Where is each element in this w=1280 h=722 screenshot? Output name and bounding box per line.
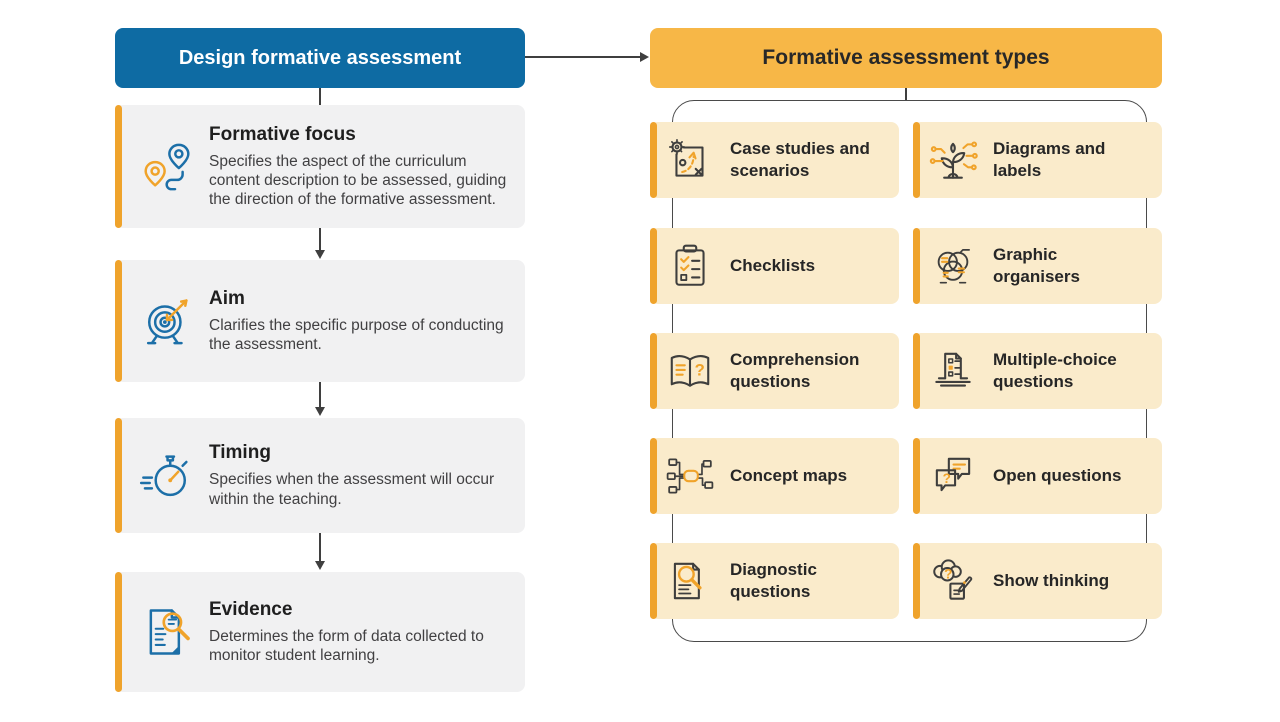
- right-arrowhead-icon: [640, 51, 649, 62]
- step-card-evidence: Evidence Determines the form of data col…: [115, 572, 525, 692]
- type-card-open-questions: ? Open questions: [913, 438, 1162, 514]
- accent-bar: [913, 228, 920, 304]
- left-header-label: Design formative assessment: [178, 46, 462, 69]
- book-question-icon: ?: [670, 355, 710, 387]
- accent-bar: [650, 333, 657, 409]
- type-card-case-studies: Case studies and scenarios: [650, 122, 899, 198]
- step-card-formative-focus: Formative focus Specifies the aspect of …: [115, 105, 525, 228]
- accent-bar: [115, 105, 122, 228]
- header-connector-line: [525, 56, 641, 58]
- plant-labels-icon: [929, 141, 978, 179]
- step-description: Clarifies the specific purpose of conduc…: [209, 316, 504, 353]
- type-label: Checklists: [730, 256, 816, 276]
- step-title: Timing: [209, 442, 271, 464]
- header-to-types-line: [905, 88, 907, 101]
- type-card-comprehension-questions: ? Comprehension questions: [650, 333, 899, 409]
- design-formative-assessment-header: Design formative assessment: [115, 28, 525, 88]
- type-label: Graphic organisers: [993, 245, 1080, 286]
- accent-bar: [650, 438, 657, 514]
- type-label: Diagnostic questions: [730, 560, 817, 601]
- type-card-show-thinking: ? Show thinking: [913, 543, 1162, 619]
- laptop-quiz-icon: [935, 352, 971, 387]
- document-magnifier-icon: [149, 609, 190, 655]
- venn-diagram-icon: [937, 249, 970, 284]
- svg-text:?: ?: [944, 566, 952, 581]
- header-to-step1-line: [319, 88, 321, 105]
- accent-bar: [913, 438, 920, 514]
- type-card-diagrams-labels: Diagrams and labels: [913, 122, 1162, 198]
- magnifier-document-icon: [673, 562, 702, 600]
- step-title: Aim: [209, 287, 245, 309]
- target-dart-icon: [146, 299, 188, 345]
- down-arrowhead-icon: [314, 561, 325, 570]
- svg-text:?: ?: [695, 361, 705, 380]
- accent-bar: [115, 418, 122, 533]
- type-card-concept-maps: Concept maps: [650, 438, 899, 514]
- accent-bar: [115, 260, 122, 382]
- type-card-checklists: Checklists: [650, 228, 899, 304]
- type-label: Show thinking: [993, 571, 1110, 591]
- step-description: Specifies the aspect of the curriculum c…: [209, 152, 507, 209]
- stopwatch-icon: [139, 454, 188, 496]
- map-pins-icon: [144, 143, 190, 190]
- type-label: Case studies and scenarios: [730, 139, 870, 180]
- step3-step4-line: [319, 533, 321, 562]
- strategy-plan-icon: [668, 138, 704, 177]
- accent-bar: [913, 333, 920, 409]
- svg-text:?: ?: [943, 471, 951, 486]
- accent-bar: [913, 543, 920, 619]
- speech-bubbles-question-icon: ?: [935, 457, 971, 492]
- step-card-aim: Aim Clarifies the specific purpose of co…: [115, 260, 525, 382]
- type-label: Comprehension questions: [730, 350, 860, 391]
- type-label: Concept maps: [730, 466, 848, 486]
- accent-bar: [650, 228, 657, 304]
- step-title: Evidence: [209, 598, 293, 620]
- accent-bar: [650, 543, 657, 619]
- type-card-graphic-organisers: Graphic organisers: [913, 228, 1162, 304]
- step-description: Specifies when the assessment will occur…: [209, 471, 495, 508]
- accent-bar: [115, 572, 122, 692]
- type-label: Open questions: [993, 466, 1122, 486]
- accent-bar: [650, 122, 657, 198]
- step2-step3-line: [319, 382, 321, 408]
- step-description: Determines the form of data collected to…: [209, 627, 484, 664]
- step1-step2-line: [319, 228, 321, 251]
- type-label: Diagrams and labels: [993, 139, 1106, 180]
- step-card-timing: Timing Specifies when the assessment wil…: [115, 418, 525, 533]
- step-title: Formative focus: [209, 123, 356, 145]
- accent-bar: [913, 122, 920, 198]
- clipboard-checklist-icon: [675, 244, 705, 286]
- type-label: Multiple-choice questions: [993, 350, 1117, 391]
- down-arrowhead-icon: [314, 407, 325, 416]
- concept-map-icon: [666, 458, 714, 494]
- down-arrowhead-icon: [314, 250, 325, 259]
- thought-cloud-pencil-icon: ?: [933, 559, 973, 600]
- right-header-label: Formative assessment types: [762, 46, 1050, 69]
- formative-assessment-types-header: Formative assessment types: [650, 28, 1162, 88]
- type-card-multiple-choice: Multiple-choice questions: [913, 333, 1162, 409]
- type-card-diagnostic-questions: Diagnostic questions: [650, 543, 899, 619]
